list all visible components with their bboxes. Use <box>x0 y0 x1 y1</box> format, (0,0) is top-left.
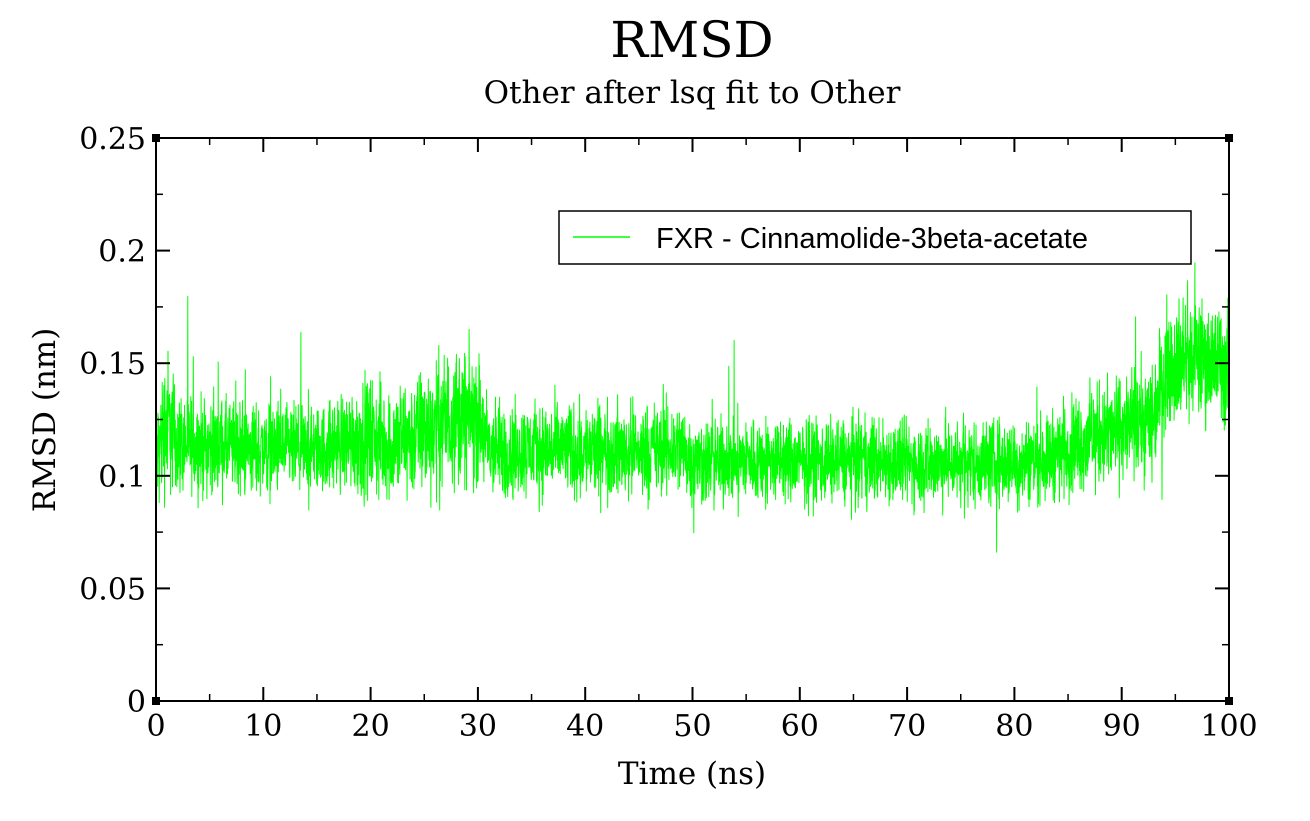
y-tick-label: 0 <box>127 685 146 720</box>
series-layer <box>155 262 1230 553</box>
chart-subtitle: Other after lsq fit to Other <box>484 75 901 111</box>
y-tick-label: 0.15 <box>79 347 146 382</box>
legend-box <box>558 210 1192 265</box>
x-tick-label: 20 <box>352 709 390 744</box>
chart-title: RMSD <box>610 11 773 69</box>
legend: FXR - Cinnamolide-3beta-acetate <box>558 210 1192 265</box>
ticks-layer: 0 10 20 30 40 50 60 70 80 90 100 0 0.05 0.1 0.15 0.2 0.2… <box>79 122 1257 744</box>
y-tick-label: 0.05 <box>79 572 146 607</box>
y-tick-label: 0.25 <box>79 122 146 157</box>
x-tick-label: 40 <box>566 709 604 744</box>
series-line <box>155 262 1230 553</box>
legend-entry-label: FXR - Cinnamolide-3beta-acetate <box>656 223 1088 255</box>
x-tick-label: 70 <box>888 709 926 744</box>
x-axis-label: Time (ns) <box>618 756 766 792</box>
x-tick-label: 0 <box>146 709 165 744</box>
x-tick-label: 10 <box>244 709 282 744</box>
y-tick-label: 0.1 <box>98 460 146 495</box>
x-tick-label: 50 <box>673 709 711 744</box>
y-axis-label: RMSD (nm) <box>27 328 63 513</box>
corner-marker <box>152 697 160 705</box>
corner-marker <box>1225 697 1233 705</box>
x-tick-label: 30 <box>459 709 497 744</box>
corner-marker <box>1225 134 1233 142</box>
x-tick-label: 80 <box>995 709 1033 744</box>
x-tick-label: 90 <box>1103 709 1141 744</box>
corner-marker <box>152 134 160 142</box>
x-tick-label: 100 <box>1200 709 1257 744</box>
y-tick-label: 0.2 <box>98 235 146 270</box>
x-tick-label: 60 <box>781 709 819 744</box>
